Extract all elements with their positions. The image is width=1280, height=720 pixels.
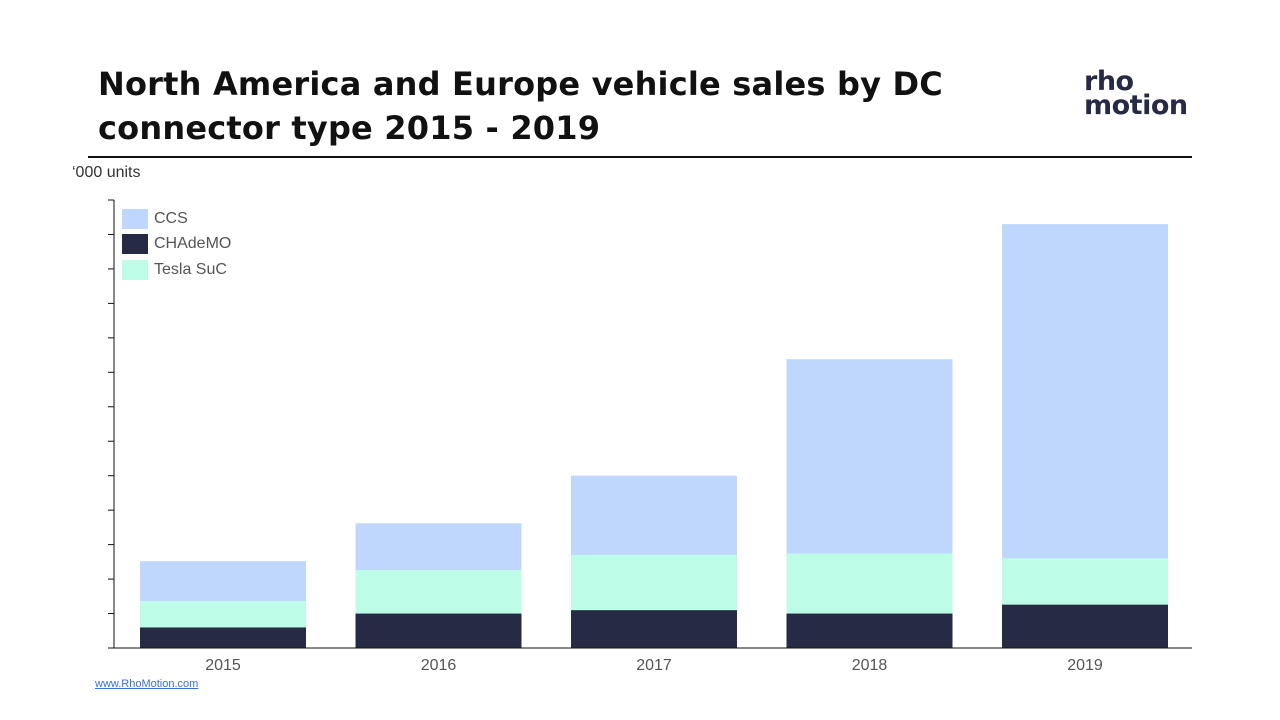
legend-swatch-ccs bbox=[122, 208, 148, 229]
bar-tesla-suc-2017 bbox=[571, 554, 737, 611]
title-divider bbox=[88, 156, 1192, 158]
bar-chademo-2019 bbox=[1002, 604, 1168, 648]
bar-tesla-suc-2019 bbox=[1002, 558, 1168, 605]
bar-ccs-2016 bbox=[355, 523, 522, 571]
legend-label-tesla: Tesla SuC bbox=[154, 260, 227, 278]
bar-tesla-suc-2015 bbox=[140, 601, 306, 628]
legend-swatch-tesla bbox=[122, 259, 148, 280]
legend-swatch-chademo bbox=[122, 234, 148, 255]
legend-label-ccs: CCS bbox=[154, 209, 188, 227]
bar-ccs-2018 bbox=[786, 359, 953, 554]
logo-line-motion: motion bbox=[1084, 90, 1188, 121]
rho-motion-logo: rho motion bbox=[1084, 66, 1194, 121]
legend-item-tesla: Tesla SuC bbox=[122, 257, 231, 283]
bar-chademo-2017 bbox=[571, 610, 737, 648]
logo-line-rho: rho bbox=[1084, 66, 1134, 97]
bar-chademo-2016 bbox=[355, 613, 522, 648]
bar-ccs-2017 bbox=[571, 475, 737, 555]
bar-chademo-2015 bbox=[140, 627, 306, 648]
x-tick-label-2016: 2016 bbox=[421, 657, 457, 674]
bar-chademo-2018 bbox=[786, 613, 953, 648]
chart-legend: CCS CHAdeMO Tesla SuC bbox=[122, 206, 231, 283]
bar-tesla-suc-2016 bbox=[355, 570, 522, 614]
bar-ccs-2015 bbox=[140, 561, 306, 602]
x-tick-label-2017: 2017 bbox=[636, 657, 672, 674]
bar-ccs-2019 bbox=[1002, 224, 1168, 559]
legend-label-chademo: CHAdeMO bbox=[154, 235, 232, 253]
rhomotion-website-link[interactable]: www.RhoMotion.com bbox=[95, 678, 199, 690]
x-tick-label-2015: 2015 bbox=[205, 657, 241, 674]
y-axis-unit-label: ‘000 units bbox=[72, 164, 141, 181]
x-tick-label-2019: 2019 bbox=[1067, 657, 1103, 674]
legend-item-ccs: CCS bbox=[122, 206, 231, 232]
legend-item-chademo: CHAdeMO bbox=[122, 232, 231, 258]
chart-title: North America and Europe vehicle sales b… bbox=[98, 65, 943, 147]
bar-tesla-suc-2018 bbox=[786, 553, 953, 614]
x-tick-label-2018: 2018 bbox=[852, 657, 888, 674]
